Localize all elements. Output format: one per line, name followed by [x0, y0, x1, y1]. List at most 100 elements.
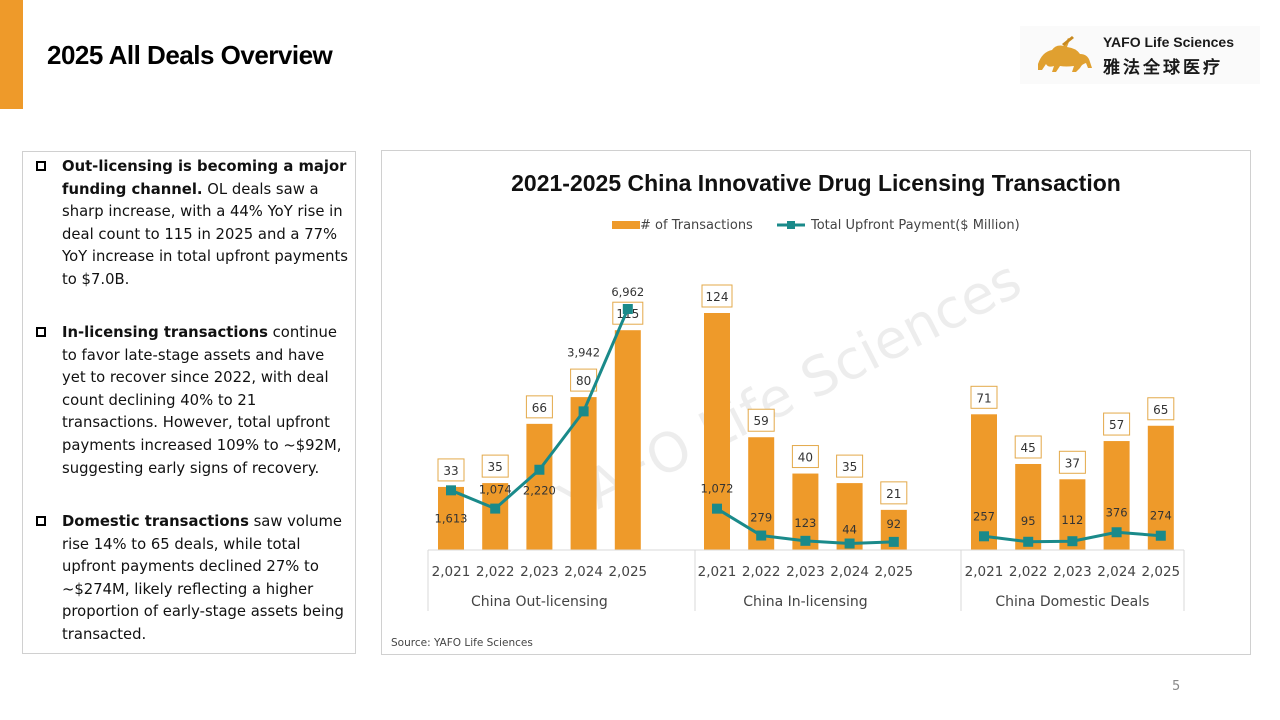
bar-label-box: [481, 454, 509, 478]
x-tick-label: 2,021: [698, 564, 737, 580]
bar: [482, 483, 509, 550]
bar-label-box: [437, 458, 465, 482]
payment-data-label: 274: [1150, 509, 1172, 523]
x-tick-label: 2,024: [564, 564, 603, 580]
bar-label-box: [970, 385, 998, 409]
bar-label-box: [791, 445, 819, 469]
bullet-heading: Domestic transactions: [62, 513, 249, 530]
payment-data-label: 123: [794, 516, 816, 530]
bar: [614, 330, 641, 550]
payment-data-label: 376: [1106, 505, 1128, 519]
bar-data-label: 57: [1109, 418, 1124, 432]
bar-label-box: [1058, 450, 1086, 474]
bar: [526, 423, 553, 550]
payment-marker: [979, 531, 989, 542]
payment-marker: [578, 406, 589, 417]
chart-title: 2021-2025 China Innovative Drug Licensin…: [511, 170, 1121, 196]
company-logo: YAFO Life Sciences 雅法全球医疗: [1020, 26, 1260, 84]
payment-data-label: 44: [842, 523, 857, 537]
page-title: 2025 All Deals Overview: [47, 40, 333, 70]
payment-marker: [844, 538, 855, 549]
payment-marker: [622, 304, 633, 314]
legend-line-marker: [787, 221, 795, 229]
x-tick-label: 2,021: [965, 564, 1004, 580]
chart-source: Source: YAFO Life Sciences: [391, 637, 533, 649]
x-tick-label: 2,023: [1053, 564, 1092, 580]
legend-payment-label: Total Upfront Payment($ Million): [810, 218, 1020, 233]
page-number: 5: [1172, 679, 1181, 694]
bar-data-label: 59: [754, 414, 769, 428]
checkbox-bullet-icon: [36, 161, 46, 171]
bar-label-box: [880, 481, 908, 505]
bar-data-label: 40: [798, 451, 813, 465]
bar-label-box: [1103, 412, 1131, 436]
summary-panel: Out-licensing is becoming a major fundin…: [22, 151, 356, 654]
bar-label-box: [1014, 435, 1042, 459]
payment-data-label: 257: [973, 509, 995, 523]
x-tick-label: 2,022: [1009, 564, 1048, 580]
bar-data-label: 45: [1021, 441, 1036, 455]
payment-data-label: 3,942: [567, 345, 600, 359]
bar-label-box: [1147, 397, 1175, 421]
bar-label-box: [836, 454, 864, 478]
bullet-heading: Out-licensing is becoming a major fundin…: [62, 158, 347, 198]
chart-legend: # of Transactions Total Upfront Payment(…: [612, 218, 1020, 233]
payment-data-label: 1,072: [701, 482, 734, 496]
checkbox-bullet-icon: [36, 516, 46, 526]
x-tick-label: 2,022: [742, 564, 781, 580]
payment-marker: [800, 535, 811, 546]
bar-label-box: [701, 284, 733, 308]
bullet-in-licensing: In-licensing transactions continue to fa…: [33, 322, 351, 480]
bar-data-label: 71: [976, 391, 991, 405]
x-tick-label: 2,024: [1097, 564, 1136, 580]
legend-transactions-label: # of Transactions: [640, 218, 753, 233]
bar-data-label: 65: [1153, 403, 1168, 417]
bar-data-label: 66: [532, 401, 547, 415]
bullet-out-licensing: Out-licensing is becoming a major fundin…: [33, 156, 351, 292]
x-tick-label: 2,025: [1141, 564, 1180, 580]
x-tick-label: 2,023: [786, 564, 825, 580]
payment-marker: [534, 464, 545, 475]
bullet-domestic: Domestic transactions saw volume rise 14…: [33, 511, 351, 647]
bar: [438, 486, 464, 550]
bar-label-box: [747, 408, 775, 432]
bar: [1147, 425, 1174, 550]
payment-marker: [490, 503, 501, 514]
x-group-label: China Domestic Deals: [995, 594, 1149, 610]
payment-data-label: 92: [886, 517, 901, 531]
bullet-body: continue to favor late-stage assets and …: [62, 324, 342, 477]
bar: [570, 397, 597, 550]
lion-icon: [1038, 36, 1092, 72]
line-series: 1,613 1,074 2,220 3,942 6,962 1,072 279 123 44 92…: [435, 285, 1172, 549]
bar-data-label: 21: [886, 487, 901, 501]
payment-marker: [888, 536, 899, 547]
x-group-label: China Out-licensing: [471, 594, 608, 610]
payment-data-label: 95: [1021, 514, 1036, 528]
payment-marker: [1023, 536, 1034, 547]
bar-data-label: 124: [706, 290, 729, 304]
payment-data-label: 112: [1061, 513, 1083, 527]
x-tick-label: 2,025: [608, 564, 647, 580]
bar-label-box: [525, 395, 553, 419]
payment-data-label: 1,613: [435, 511, 468, 525]
payment-marker: [1155, 530, 1166, 541]
x-tick-label: 2,021: [432, 564, 471, 580]
bar-data-label: 115: [616, 307, 639, 321]
payment-data-label: 279: [750, 511, 772, 525]
bar-data-label: 35: [842, 460, 857, 474]
bar-data-label: 37: [1065, 456, 1080, 470]
x-tick-label: 2,023: [520, 564, 559, 580]
x-group-label: China In-licensing: [743, 594, 867, 610]
payment-marker: [1111, 527, 1122, 538]
payment-marker: [446, 485, 456, 496]
payment-data-label: 1,074: [479, 483, 512, 497]
bar-data-label: 35: [488, 460, 503, 474]
checkbox-bullet-icon: [36, 327, 46, 337]
bar: [971, 414, 997, 550]
bullet-body: saw volume rise 14% to 65 deals, while t…: [62, 513, 344, 643]
logo-name-cn: 雅法全球医疗: [1103, 58, 1223, 78]
x-tick-label: 2,022: [476, 564, 515, 580]
payment-data-label: 6,962: [611, 285, 644, 299]
payment-data-label: 2,220: [523, 484, 556, 498]
